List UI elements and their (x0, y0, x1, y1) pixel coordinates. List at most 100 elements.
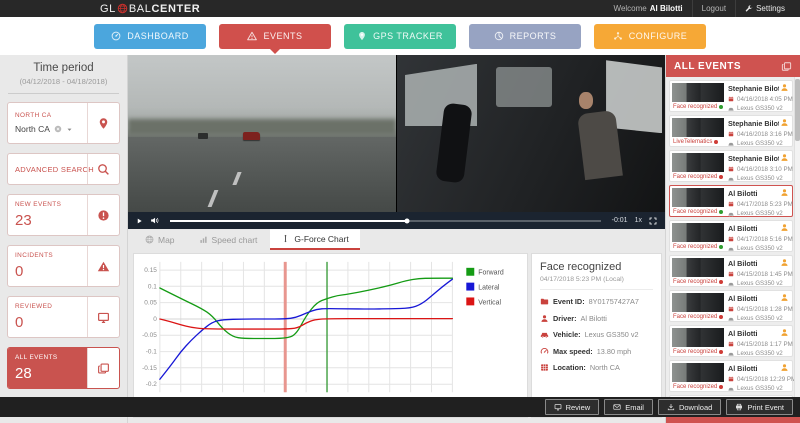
nav-button-configure[interactable]: CONFIGURE (594, 23, 706, 49)
events-list: Stephanie Bilotti 04/16/2018 4:05 PM Lex… (666, 77, 800, 423)
search-icon (97, 163, 110, 176)
video-progress-bar[interactable] (170, 218, 601, 223)
events-scrollbar[interactable] (794, 77, 800, 423)
footer-button-email[interactable]: Email (604, 399, 653, 415)
event-thumbnail[interactable] (672, 258, 724, 277)
search-button[interactable] (87, 154, 119, 184)
event-list-item-stephanie-bilotti[interactable]: Stephanie Bilotti 04/16/2018 3:16 PM Lex… (669, 115, 793, 147)
events-scrollbar-thumb[interactable] (795, 79, 800, 141)
event-list-item-al-bilotti[interactable]: Al Bilotti 04/15/2018 1:45 PM Lexus GS35… (669, 255, 793, 287)
car-icon (728, 386, 734, 392)
nav-label: EVENTS (263, 31, 303, 41)
red-car-silhouette (243, 132, 261, 141)
counter-card-all-events[interactable]: ALL EVENTS 28 (7, 347, 120, 389)
calendar-icon (728, 201, 734, 207)
map-pin-button[interactable] (87, 103, 119, 143)
counter-label: INCIDENTS (15, 252, 54, 259)
welcome-text: Welcome Al Bilotti (613, 4, 683, 13)
status-dot (719, 279, 724, 284)
status-dot (719, 419, 724, 423)
event-driver-name: Stephanie Bilotti (728, 154, 779, 163)
event-date: 04/15/2018 12:29 PM (737, 375, 797, 383)
advanced-search-card[interactable]: ADVANCED SEARCH (7, 153, 120, 185)
playback-rate[interactable]: 1x (634, 217, 642, 224)
event-date: 04/15/2018 1:45 PM (737, 270, 793, 278)
event-date: 04/16/2018 3:10 PM (737, 165, 793, 173)
volume-icon[interactable] (150, 216, 159, 225)
footer-button-download[interactable]: Download (657, 399, 722, 415)
event-thumbnail[interactable] (672, 363, 724, 382)
tab-g-force-chart[interactable]: G-Force Chart (270, 229, 360, 250)
event-driver-name: Al Bilotti (728, 189, 758, 198)
event-list-item-al-bilotti[interactable]: Al Bilotti 04/17/2018 5:23 PM Lexus GS35… (669, 185, 793, 217)
footer-button-review[interactable]: Review (544, 399, 600, 415)
sidebar: Time period (04/12/2018 - 04/18/2018) NO… (0, 55, 128, 423)
calendar-icon (728, 166, 734, 172)
event-list-item-al-bilotti[interactable]: Al Bilotti 04/17/2018 5:16 PM Lexus GS35… (669, 220, 793, 252)
event-tag: Face recognized (673, 384, 724, 390)
counter-card-reviewed[interactable]: REVIEWED 0 (7, 296, 120, 338)
event-list-item-stephanie-bilotti[interactable]: Stephanie Bilotti 04/16/2018 3:10 PM Lex… (669, 150, 793, 182)
logo: GL BAL CENTER (100, 0, 200, 17)
status-dot (719, 349, 724, 354)
location-select[interactable]: North CA (15, 124, 87, 134)
counter-card-new-events[interactable]: NEW EVENTS 23 (7, 194, 120, 236)
event-thumbnail[interactable] (672, 328, 724, 347)
nav-label: REPORTS (509, 31, 557, 41)
svg-text:0.15: 0.15 (144, 267, 157, 274)
nav-button-reports[interactable]: REPORTS (469, 23, 581, 49)
footer-button-label: Email (625, 402, 644, 412)
event-date: 04/17/2018 5:23 PM (737, 200, 793, 208)
nav-button-dashboard[interactable]: DASHBOARD (94, 23, 206, 49)
caret-down-icon[interactable] (66, 126, 73, 133)
email-icon (613, 403, 621, 411)
car-icon (728, 246, 734, 252)
fullscreen-icon[interactable] (649, 217, 657, 225)
event-list-item-al-bilotti[interactable]: Al Bilotti 04/15/2018 12:29 PM Lexus GS3… (669, 360, 797, 392)
advanced-search-label: ADVANCED SEARCH (15, 164, 94, 174)
logout-link[interactable]: Logout (691, 0, 735, 17)
tab-speed-chart[interactable]: Speed chart (188, 229, 269, 250)
video-progress-handle[interactable] (404, 218, 410, 223)
event-thumbnail[interactable] (672, 223, 724, 242)
event-list-item-stephanie-bilotti[interactable]: Stephanie Bilotti 04/16/2018 4:05 PM Lex… (669, 80, 793, 112)
nav-label: DASHBOARD (127, 31, 189, 41)
car-silhouette (197, 133, 208, 140)
footer-bar: Review Email Download Print Event (0, 397, 800, 417)
tab-label: G-Force Chart (294, 233, 349, 244)
play-icon[interactable] (136, 217, 143, 225)
counter-value: 0 (15, 314, 24, 331)
wrench-icon (745, 4, 753, 13)
event-thumbnail[interactable] (672, 188, 724, 207)
video-player[interactable]: -0:01 1x (128, 55, 665, 229)
event-thumbnail[interactable] (672, 118, 724, 137)
event-thumbnail[interactable] (672, 153, 724, 172)
monitor-icon (97, 311, 110, 324)
event-driver-name: Stephanie Bilotti (728, 84, 779, 93)
status-dot (719, 174, 724, 179)
calendar-icon (728, 306, 734, 312)
detail-value: 13.80 mph (596, 346, 632, 356)
nav-button-gps-tracker[interactable]: GPS TRACKER (344, 23, 456, 49)
event-list-item-al-bilotti[interactable]: Al Bilotti 04/15/2018 1:17 PM Lexus GS35… (669, 325, 793, 357)
event-driver-name: Stephanie Bilotti (728, 119, 779, 128)
center-column: -0:01 1x Map Speed chart G-Force Chart (128, 55, 665, 423)
event-thumbnail[interactable] (672, 83, 724, 102)
event-thumbnail[interactable] (672, 293, 724, 312)
logo-text-pre: GL (100, 2, 116, 15)
event-details-panel: Face recognized 04/17/2018 5:23 PM (Loca… (531, 253, 662, 418)
main-nav: DASHBOARD EVENTS GPS TRACKER REPORTS CON… (0, 17, 800, 55)
footer-button-print-event[interactable]: Print Event (726, 399, 793, 415)
svg-text:-0.2: -0.2 (146, 381, 158, 388)
settings-button[interactable]: Settings (735, 0, 794, 17)
front-camera-view (128, 55, 396, 229)
event-list-item-al-bilotti[interactable]: Al Bilotti 04/15/2018 1:28 PM Lexus GS35… (669, 290, 793, 322)
counter-card-incidents[interactable]: INCIDENTS 0 (7, 245, 120, 287)
close-circle-icon[interactable] (54, 125, 62, 133)
event-vehicle: Lexus GS350 v2 (737, 385, 783, 392)
copy-icon[interactable] (781, 61, 792, 72)
nav-button-events[interactable]: EVENTS (219, 23, 331, 54)
tab-map[interactable]: Map (134, 229, 186, 250)
report-icon (494, 31, 504, 41)
